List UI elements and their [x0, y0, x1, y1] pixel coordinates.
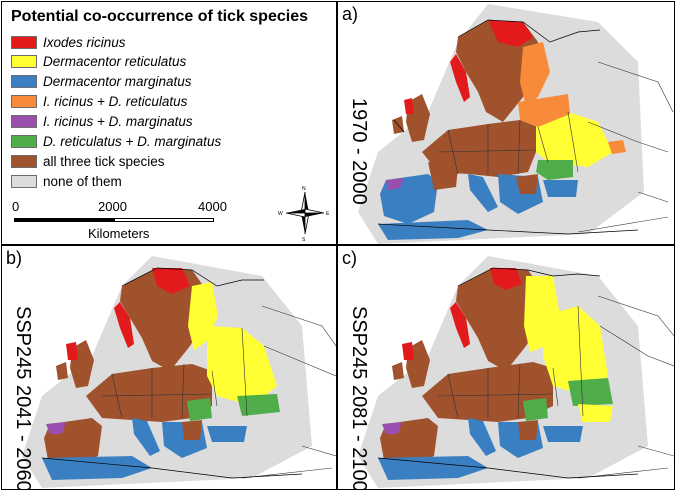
scale-bar-segment-empty: [114, 218, 214, 222]
europe-map-c: [338, 246, 674, 489]
legend-item-ixodes-ricinus: Ixodes ricinus: [11, 33, 126, 52]
legend-swatch: [11, 55, 37, 68]
scale-unit: Kilometers: [88, 226, 150, 241]
legend-label: none of them: [43, 174, 122, 189]
legend-label: I. ricinus + D. reticulatus: [43, 94, 188, 109]
legend-item-ricinus-marginatus: I. ricinus + D. marginatus: [11, 112, 193, 131]
legend-swatch: [11, 155, 37, 168]
legend-panel: Potential co-occurrence of tick species …: [1, 1, 337, 245]
panel-letter-c: c): [342, 248, 357, 268]
legend-label: Dermacentor marginatus: [43, 74, 192, 89]
legend-item-reticulatus-marginatus: D. reticulatus + D. marginatus: [11, 132, 221, 151]
period-label-b: SSP245 2041 - 2060: [12, 306, 34, 490]
compass-w: W: [278, 211, 283, 217]
legend-swatch: [11, 36, 37, 49]
compass-n: N: [302, 186, 306, 192]
legend-swatch: [11, 115, 37, 128]
scale-bar-segment-filled: [14, 218, 115, 222]
legend-item-all-three: all three tick species: [11, 152, 165, 171]
region-central-europe: [422, 120, 538, 177]
legend-swatch: [11, 175, 37, 188]
legend-title: Potential co-occurrence of tick species: [11, 8, 308, 25]
scale-tick-0: 0: [12, 199, 20, 214]
legend-label: I. ricinus + D. marginatus: [43, 114, 193, 129]
legend-label: Ixodes ricinus: [43, 35, 126, 50]
europe-map-a: [338, 2, 674, 244]
map-panel-c: c) SSP245 2081 - 2100: [337, 245, 675, 490]
panel-letter-b: b): [6, 248, 23, 268]
europe-map-b: [2, 246, 336, 489]
legend-swatch: [11, 95, 37, 108]
legend-item-ricinus-reticulatus: I. ricinus + D. reticulatus: [11, 92, 187, 111]
legend-swatch: [11, 75, 37, 88]
map-panel-a: a) 1970 - 2000: [337, 1, 675, 245]
period-label-c: SSP245 2081 - 2100: [348, 306, 370, 490]
compass-e: E: [326, 211, 330, 217]
legend-item-dermacentor-reticulatus: Dermacentor reticulatus: [11, 52, 186, 71]
legend-label: Dermacentor reticulatus: [43, 54, 187, 69]
panel-letter-a: a): [342, 4, 359, 24]
legend-label: all three tick species: [43, 154, 165, 169]
scale-tick-2000: 2000: [98, 199, 127, 214]
legend-item-none: none of them: [11, 172, 122, 191]
north-arrow-icon: N S E W: [276, 184, 334, 242]
legend-label: D. reticulatus + D. marginatus: [43, 134, 222, 149]
legend-swatch: [11, 135, 37, 148]
map-panel-b: b) SSP245 2041 - 2060: [1, 245, 337, 490]
compass-s: S: [302, 237, 306, 242]
scale-tick-4000: 4000: [198, 199, 227, 214]
period-label-a: 1970 - 2000: [348, 98, 370, 205]
legend-item-dermacentor-marginatus: Dermacentor marginatus: [11, 72, 192, 91]
